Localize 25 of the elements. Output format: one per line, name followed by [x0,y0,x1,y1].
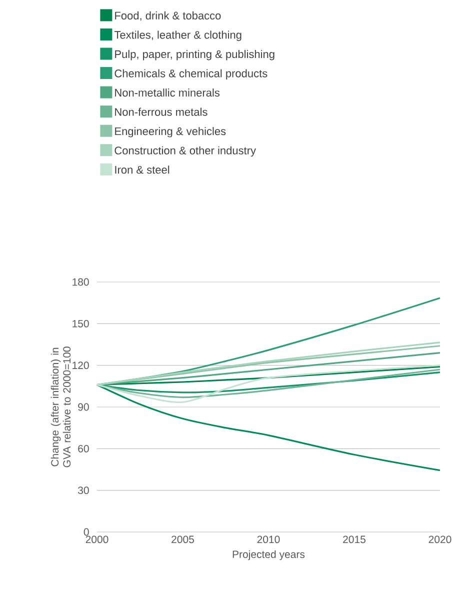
legend-label: Iron & steel [115,166,170,174]
x-axis-title: Projected years [232,550,304,560]
legend-label: Engineering & vehicles [115,127,226,138]
y-tick-label: 30 [78,486,89,494]
y-axis-title: Change (after inflation) in GVA relative to 2000=100 [50,346,71,468]
y-tick-label: 120 [72,362,89,370]
legend-label: Chemicals & chemical products [114,69,268,80]
y-tick-label: 0 [84,528,89,536]
legend-label: Non-metallic minerals [115,88,220,97]
x-tick-label: 2005 [172,536,194,544]
y-tick-label: 90 [78,403,89,411]
x-tick-label: 2015 [343,536,366,544]
y-tick-label: 150 [72,320,89,328]
legend-label: Construction & other industry [114,146,256,157]
line-series [96,364,441,404]
line-series [96,384,441,472]
x-tick-label: 2010 [257,536,280,544]
y-tick-label: 180 [72,278,89,286]
y-tick-label: 60 [78,444,89,452]
legend-label: Non-ferrous metals [115,108,208,116]
x-tick-label: 2020 [428,536,452,544]
legend-label: Pulp, paper, printing & publishing [115,50,274,60]
x-tick-label: 2000 [86,536,108,544]
legend-label: Food, drink & tobacco [115,11,221,21]
legend-label: Textiles, leather & clothing [114,30,242,41]
